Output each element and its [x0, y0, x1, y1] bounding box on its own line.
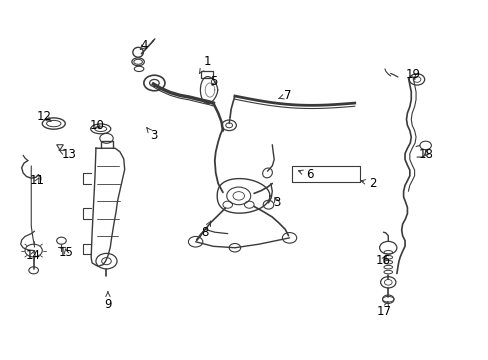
- Text: 8: 8: [201, 221, 210, 239]
- Text: 16: 16: [375, 254, 390, 267]
- Text: 12: 12: [37, 110, 52, 123]
- Text: 15: 15: [59, 246, 74, 259]
- Text: 13: 13: [59, 148, 76, 161]
- Text: 17: 17: [376, 302, 391, 318]
- Text: 11: 11: [30, 174, 45, 187]
- Text: 1: 1: [199, 55, 210, 73]
- Text: 5: 5: [209, 75, 217, 88]
- Text: 14: 14: [25, 249, 40, 262]
- Text: 19: 19: [405, 68, 420, 81]
- Text: 2: 2: [360, 177, 376, 190]
- Text: 10: 10: [89, 119, 104, 132]
- Text: 3: 3: [146, 128, 157, 143]
- Text: 9: 9: [104, 292, 111, 311]
- Text: 18: 18: [418, 148, 433, 161]
- Text: 6: 6: [298, 168, 313, 181]
- Text: 7: 7: [278, 89, 291, 102]
- Text: 3: 3: [273, 197, 280, 210]
- Text: 4: 4: [140, 40, 147, 53]
